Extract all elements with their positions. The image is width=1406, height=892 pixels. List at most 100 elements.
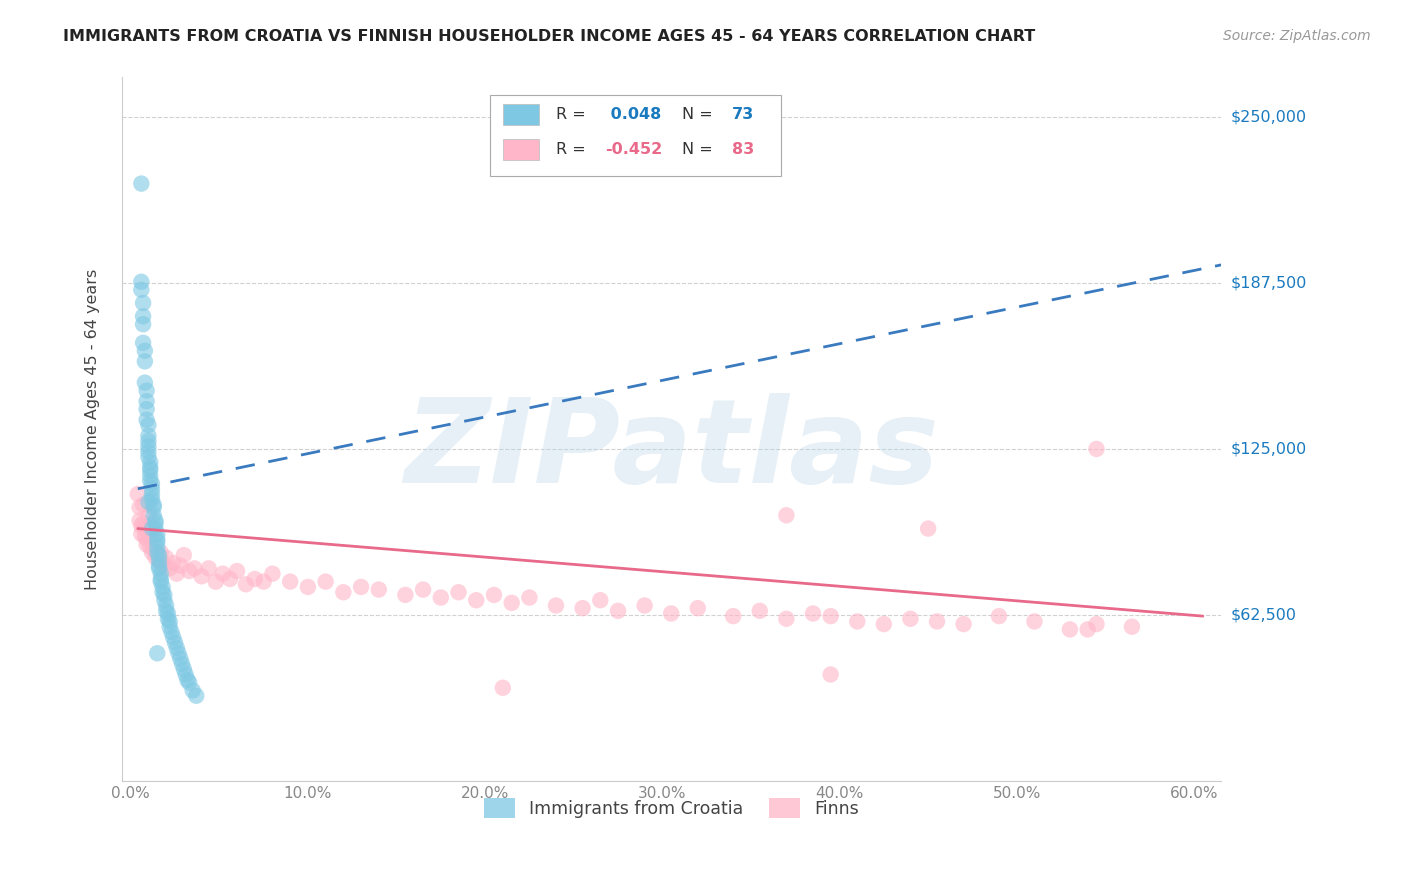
Point [153, 588, 176, 602]
Text: ZIPatlas: ZIPatlas [404, 392, 939, 508]
Point [988, 609, 1011, 624]
Point [146, 646, 169, 660]
Point [430, 591, 453, 605]
Point [135, 394, 157, 409]
Point [394, 588, 416, 602]
Point [252, 574, 274, 589]
Point [155, 604, 177, 618]
Point [775, 612, 797, 626]
Y-axis label: Householder Income Ages 45 - 64 years: Householder Income Ages 45 - 64 years [86, 268, 100, 590]
Point [145, 550, 167, 565]
Point [159, 615, 181, 629]
Point [167, 646, 190, 660]
Point [173, 548, 195, 562]
Point [243, 572, 266, 586]
Point [571, 601, 593, 615]
Text: $62,500: $62,500 [1230, 607, 1296, 623]
Point [155, 599, 177, 613]
Point [131, 177, 153, 191]
Point [156, 607, 179, 621]
Text: R =: R = [555, 107, 591, 122]
Point [159, 561, 181, 575]
Point [748, 604, 770, 618]
Point [155, 550, 177, 565]
Point [174, 667, 197, 681]
Point [138, 439, 160, 453]
Point [183, 561, 205, 575]
Text: 83: 83 [731, 143, 754, 157]
Point [179, 675, 201, 690]
Point [156, 612, 179, 626]
Point [135, 384, 157, 398]
Point [589, 593, 612, 607]
Point [820, 609, 842, 624]
Text: -0.452: -0.452 [605, 143, 662, 157]
Point [142, 500, 165, 515]
Point [148, 561, 170, 575]
Point [131, 275, 153, 289]
Point [135, 537, 157, 551]
Point [173, 662, 195, 676]
Point [128, 500, 150, 515]
Point [128, 514, 150, 528]
Point [153, 593, 176, 607]
Point [139, 463, 162, 477]
Point [820, 667, 842, 681]
Point [149, 574, 172, 589]
Text: R =: R = [555, 143, 591, 157]
Point [138, 418, 160, 433]
Point [607, 604, 630, 618]
FancyBboxPatch shape [489, 95, 782, 176]
Point [519, 591, 541, 605]
Point [132, 335, 155, 350]
Point [235, 577, 257, 591]
Point [162, 556, 184, 570]
Point [141, 522, 163, 536]
Point [138, 450, 160, 464]
Point [163, 635, 186, 649]
Point [142, 498, 165, 512]
Point [139, 468, 162, 483]
Point [917, 522, 939, 536]
Point [141, 487, 163, 501]
Point [159, 620, 181, 634]
Point [146, 534, 169, 549]
Point [148, 553, 170, 567]
Point [142, 508, 165, 523]
Point [152, 556, 174, 570]
Point [134, 343, 156, 358]
Point [465, 593, 488, 607]
Point [925, 615, 948, 629]
Bar [503, 104, 540, 125]
Point [179, 564, 201, 578]
Point [262, 566, 284, 581]
Point [135, 402, 157, 417]
Point [659, 607, 682, 621]
Point [367, 582, 389, 597]
Point [278, 574, 301, 589]
Point [139, 455, 162, 469]
Point [146, 526, 169, 541]
Point [138, 495, 160, 509]
Point [501, 596, 523, 610]
Point [132, 516, 155, 531]
Point [148, 558, 170, 573]
Point [141, 476, 163, 491]
Point [169, 558, 191, 573]
Point [846, 615, 869, 629]
Text: N =: N = [682, 107, 718, 122]
Point [1085, 617, 1108, 632]
Point [297, 580, 319, 594]
Point [544, 599, 567, 613]
Point [146, 532, 169, 546]
Point [139, 540, 162, 554]
Point [211, 566, 233, 581]
Point [146, 540, 169, 554]
Point [315, 574, 337, 589]
Point [132, 310, 155, 324]
Text: Source: ZipAtlas.com: Source: ZipAtlas.com [1223, 29, 1371, 43]
Point [149, 572, 172, 586]
Point [633, 599, 655, 613]
Text: 73: 73 [731, 107, 754, 122]
Point [204, 574, 226, 589]
